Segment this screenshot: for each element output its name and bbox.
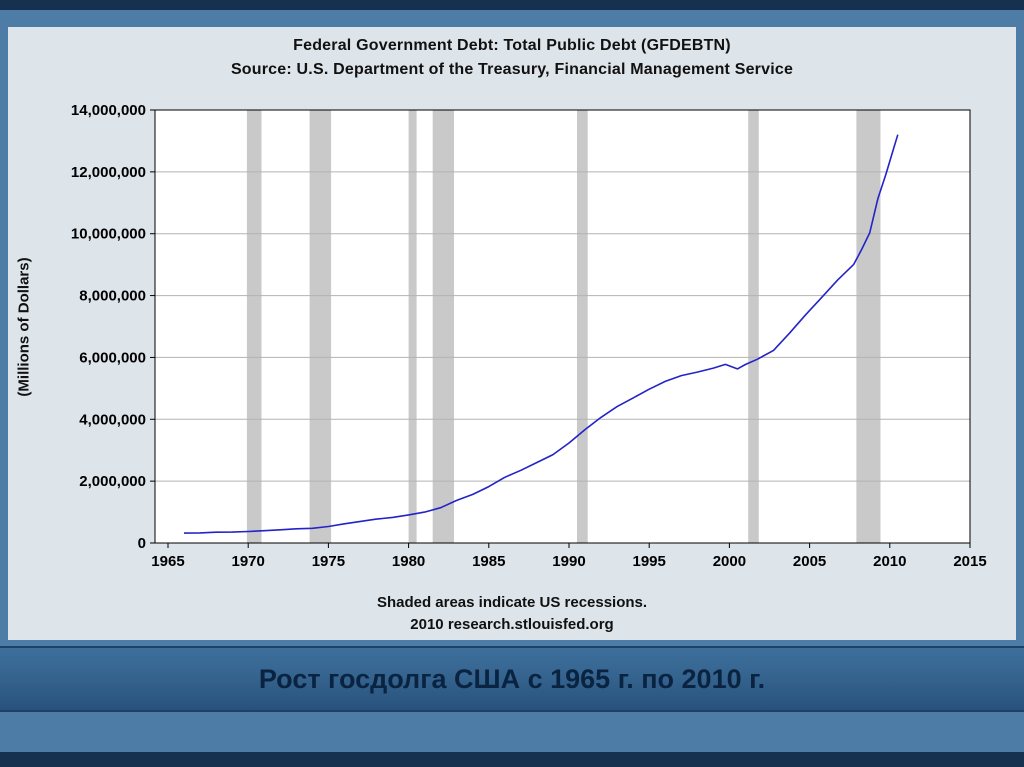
svg-text:1990: 1990 bbox=[552, 553, 585, 570]
recession-footnote: Shaded areas indicate US recessions. bbox=[376, 594, 648, 611]
svg-text:10,000,000: 10,000,000 bbox=[71, 226, 146, 243]
svg-text:2010: 2010 bbox=[873, 553, 906, 570]
svg-text:6,000,000: 6,000,000 bbox=[79, 349, 146, 366]
bottom-border-strip bbox=[0, 752, 1024, 767]
svg-text:4,000,000: 4,000,000 bbox=[79, 411, 146, 428]
svg-text:0: 0 bbox=[138, 535, 146, 552]
svg-text:1980: 1980 bbox=[392, 553, 425, 570]
svg-text:2015: 2015 bbox=[953, 553, 986, 570]
top-border-strip bbox=[0, 0, 1024, 10]
svg-text:1995: 1995 bbox=[633, 553, 666, 570]
debt-line-chart: 0 2,000,000 4,000,000 6,000,000 8,000,000 10,… bbox=[71, 102, 987, 570]
svg-text:2,000,000: 2,000,000 bbox=[79, 473, 146, 490]
chart-title: Federal Government Debt: Total Public De… bbox=[293, 37, 731, 54]
source-footnote: 2010 research.stlouisfed.org bbox=[410, 616, 614, 633]
svg-text:8,000,000: 8,000,000 bbox=[79, 288, 146, 305]
chart-subtitle: Source: U.S. Department of the Treasury,… bbox=[230, 61, 794, 78]
svg-text:2005: 2005 bbox=[793, 553, 826, 570]
svg-text:1965: 1965 bbox=[151, 553, 184, 570]
svg-text:2000: 2000 bbox=[713, 553, 746, 570]
svg-text:1975: 1975 bbox=[312, 553, 345, 570]
chart-panel: Federal Government Debt: Total Public De… bbox=[8, 27, 1016, 640]
svg-text:1985: 1985 bbox=[472, 553, 505, 570]
svg-text:14,000,000: 14,000,000 bbox=[71, 102, 146, 119]
caption-band: Рост госдолга США с 1965 г. по 2010 г. bbox=[0, 646, 1024, 712]
svg-text:1970: 1970 bbox=[232, 553, 265, 570]
svg-text:12,000,000: 12,000,000 bbox=[71, 164, 146, 181]
slide-caption: Рост госдолга США с 1965 г. по 2010 г. bbox=[258, 663, 766, 694]
